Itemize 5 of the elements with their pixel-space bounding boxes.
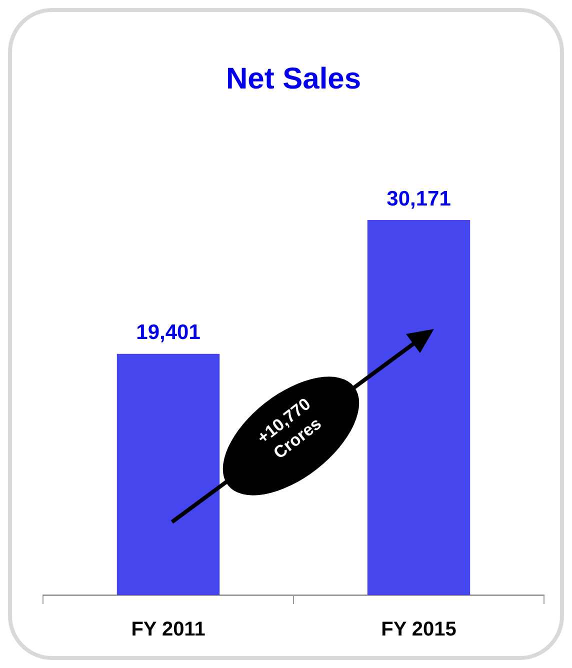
x-tick-label: FY 2011 bbox=[131, 618, 206, 641]
data-label: 30,171 bbox=[386, 187, 452, 210]
chart-title: Net Sales bbox=[226, 62, 362, 96]
data-label: 19,401 bbox=[136, 321, 201, 344]
x-tick-label: FY 2015 bbox=[381, 618, 456, 641]
